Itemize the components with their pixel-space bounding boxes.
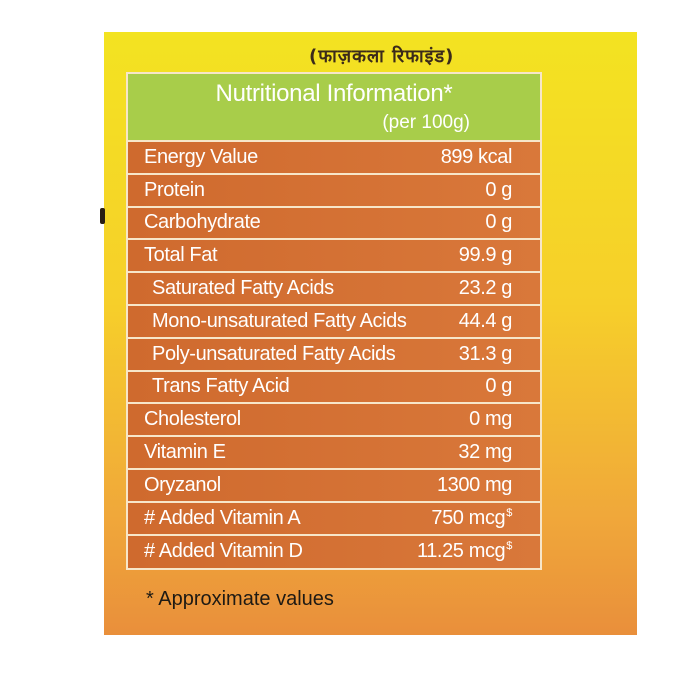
nutrition-row-protein: Protein 0 g — [128, 174, 540, 208]
nutrition-row-cholesterol: Cholesterol 0 mg — [128, 404, 540, 438]
nutrition-row-vitamin-a: # Added Vitamin A 750 mcg$ — [128, 502, 540, 536]
row-label: Oryzanol — [144, 473, 221, 496]
nutrition-table: Nutritional Information* (per 100g) Ener… — [126, 72, 542, 571]
nutrition-row-saturated: Saturated Fatty Acids 23.2 g — [128, 273, 540, 306]
row-label: # Added Vitamin A — [144, 506, 301, 529]
row-label: Total Fat — [144, 244, 218, 267]
row-label: Poly-unsaturated Fatty Acids — [152, 342, 396, 365]
row-value: 750 mcg$ — [431, 506, 512, 529]
row-label: Vitamin E — [144, 441, 226, 464]
nutrition-row-energy: Energy Value 899 kcal — [128, 142, 540, 175]
footnote-text: * Approximate values — [146, 588, 334, 610]
nutrition-row-vitamin-e: Vitamin E 32 mg — [128, 437, 540, 470]
row-label: # Added Vitamin D — [144, 540, 303, 563]
row-label: Mono-unsaturated Fatty Acids — [152, 309, 407, 332]
nutrition-row-trans-fat: Trans Fatty Acid 0 g — [128, 371, 540, 405]
nutrition-title: Nutritional Information* — [215, 80, 453, 107]
row-value: 0 g — [485, 178, 512, 201]
row-label: Cholesterol — [144, 408, 241, 431]
row-label: Protein — [144, 178, 205, 201]
nutrition-row-oryzanol: Oryzanol 1300 mg — [128, 469, 540, 503]
row-value: 0 g — [485, 375, 512, 398]
product-name-hindi: (फाज़कला रिफाइंड) — [309, 46, 455, 67]
row-label: Energy Value — [144, 145, 258, 168]
row-value: 1300 mg — [436, 473, 512, 496]
row-label: Saturated Fatty Acids — [152, 277, 334, 300]
row-value: 99.9 g — [458, 244, 513, 267]
nutrition-table-header: Nutritional Information* (per 100g) — [128, 74, 540, 142]
row-value: 44.4 g — [458, 309, 513, 332]
row-value: 0 g — [485, 211, 512, 234]
row-value: 11.25 mcg$ — [416, 540, 512, 563]
label-edge-mark — [100, 208, 105, 224]
nutrition-row-vitamin-d: # Added Vitamin D 11.25 mcg$ — [128, 535, 540, 569]
nutrition-row-total-fat: Total Fat 99.9 g — [128, 240, 540, 274]
footnote: * Approximate values — [126, 588, 526, 611]
row-value: 31.3 g — [458, 342, 513, 365]
row-value: 23.2 g — [458, 277, 513, 300]
row-value: 0 mg — [469, 408, 512, 431]
row-label: Carbohydrate — [144, 211, 261, 234]
row-value-mark: $ — [506, 540, 512, 553]
nutrition-row-poly-unsaturated: Poly-unsaturated Fatty Acids 31.3 g — [128, 338, 540, 372]
nutrition-row-mono-unsaturated: Mono-unsaturated Fatty Acids 44.4 g — [128, 305, 540, 339]
nutrition-serving: (per 100g) — [382, 112, 470, 133]
row-label: Trans Fatty Acid — [152, 375, 290, 398]
row-value: 32 mg — [458, 441, 512, 464]
row-value-mark: $ — [506, 506, 512, 519]
nutrition-row-carbohydrate: Carbohydrate 0 g — [128, 207, 540, 241]
row-value: 899 kcal — [440, 145, 513, 168]
